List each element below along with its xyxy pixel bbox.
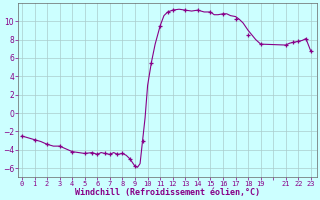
X-axis label: Windchill (Refroidissement éolien,°C): Windchill (Refroidissement éolien,°C) [75, 188, 260, 197]
